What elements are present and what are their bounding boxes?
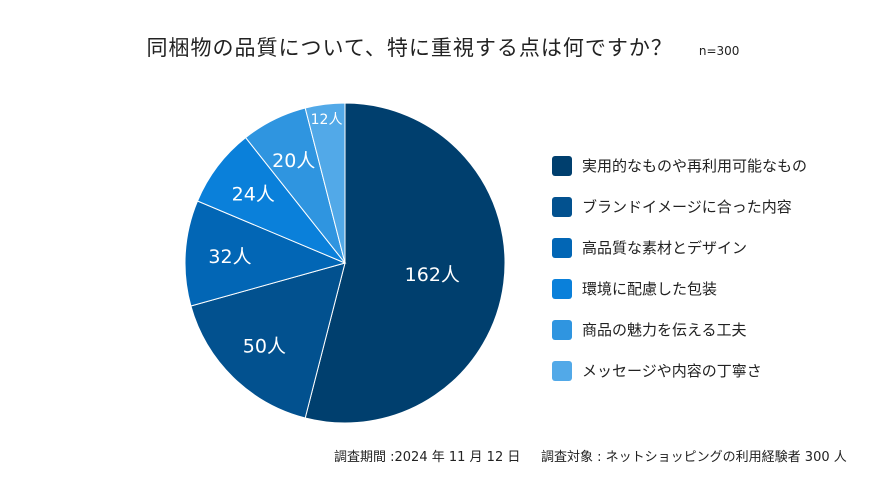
data-label: 162人 xyxy=(405,264,460,286)
data-label: 24人 xyxy=(232,183,275,205)
pie-slice xyxy=(304,102,506,424)
legend-swatch xyxy=(552,360,572,381)
data-label: 20人 xyxy=(272,150,315,172)
legend-item: 環境に配慮した包装 xyxy=(552,268,807,309)
legend-item: メッセージや内容の丁寧さ xyxy=(552,350,807,391)
footer: 調査期間 :2024 年 11 月 12 日 調査対象 : ネットショッピングの… xyxy=(334,446,847,465)
legend-label: 環境に配慮した包装 xyxy=(582,280,718,298)
legend-item: ブランドイメージに合った内容 xyxy=(552,186,807,227)
legend-label: 実用的なものや再利用可能なもの xyxy=(582,157,808,175)
data-label: 12人 xyxy=(311,112,343,128)
legend-label: 高品質な素材とデザイン xyxy=(582,239,748,257)
data-label: 32人 xyxy=(208,246,251,268)
data-label: 50人 xyxy=(243,335,286,357)
survey-period: 調査期間 :2024 年 11 月 12 日 xyxy=(334,450,521,465)
legend-swatch xyxy=(552,278,572,299)
survey-target: 調査対象 : ネットショッピングの利用経験者 300 人 xyxy=(541,450,847,465)
legend-label: 商品の魅力を伝える工夫 xyxy=(582,321,747,339)
legend-item: 商品の魅力を伝える工夫 xyxy=(552,309,807,350)
legend-swatch xyxy=(552,196,572,217)
legend-item: 実用的なものや再利用可能なもの xyxy=(552,145,807,186)
pie-slice xyxy=(304,102,346,264)
legend: 実用的なものや再利用可能なもの ブランドイメージに合った内容 高品質な素材とデザイン… xyxy=(552,145,807,391)
legend-swatch xyxy=(552,155,572,176)
legend-swatch xyxy=(552,237,572,258)
chart-title: 同梱物の品質について、特に重視する点は何ですか？ n=300 xyxy=(0,32,886,62)
pie-slice xyxy=(184,200,347,307)
legend-label: メッセージや内容の丁寧さ xyxy=(582,362,762,380)
legend-swatch xyxy=(552,319,572,340)
legend-item: 高品質な素材とデザイン xyxy=(552,227,807,268)
legend-label: ブランドイメージに合った内容 xyxy=(582,198,792,216)
title-text: 同梱物の品質について、特に重視する点は何ですか？ xyxy=(146,36,673,60)
pie-slice xyxy=(190,262,346,419)
sample-size: n=300 xyxy=(698,44,740,58)
